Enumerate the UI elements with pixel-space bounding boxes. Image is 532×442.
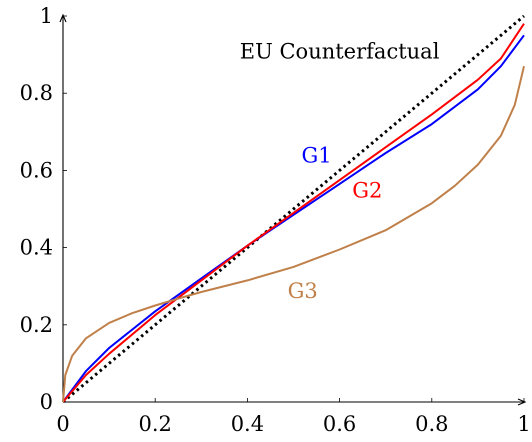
annotation-g2: G2 bbox=[352, 178, 382, 202]
y-tick-label: 0 bbox=[40, 390, 53, 414]
x-tick-label: 0.6 bbox=[323, 412, 356, 436]
series-line-eu-counterfactual bbox=[62, 14, 525, 404]
series-line-g2 bbox=[62, 23, 525, 403]
annotation-g1: G1 bbox=[301, 144, 331, 168]
series-line-g1 bbox=[62, 34, 525, 403]
y-tick-label: 1 bbox=[40, 4, 53, 28]
y-tick-label: 0.4 bbox=[20, 236, 53, 260]
y-axis-arrow bbox=[59, 13, 67, 23]
x-tick-label: 0.8 bbox=[415, 412, 448, 436]
x-tick-label: 1 bbox=[517, 412, 530, 436]
y-tick-label: 0.8 bbox=[20, 81, 53, 105]
series-lines bbox=[62, 14, 525, 404]
annotations: EU Counterfactual G1 G2 G3 bbox=[240, 39, 440, 302]
annotation-eu-counterfactual: EU Counterfactual bbox=[240, 39, 440, 63]
series-line-g3 bbox=[62, 65, 525, 403]
axes bbox=[59, 13, 527, 406]
tick-labels: 0 0.2 0.4 0.6 0.8 1 0 0.2 0.4 0.6 0.8 1 bbox=[20, 4, 531, 436]
annotation-g3: G3 bbox=[288, 279, 318, 303]
x-tick-label: 0.4 bbox=[231, 412, 264, 436]
x-tick-label: 0.2 bbox=[138, 412, 171, 436]
x-axis-arrow bbox=[517, 398, 527, 406]
y-tick-label: 0.2 bbox=[20, 313, 53, 337]
x-tick-label: 0 bbox=[56, 412, 69, 436]
y-tick-label: 0.6 bbox=[20, 158, 53, 182]
